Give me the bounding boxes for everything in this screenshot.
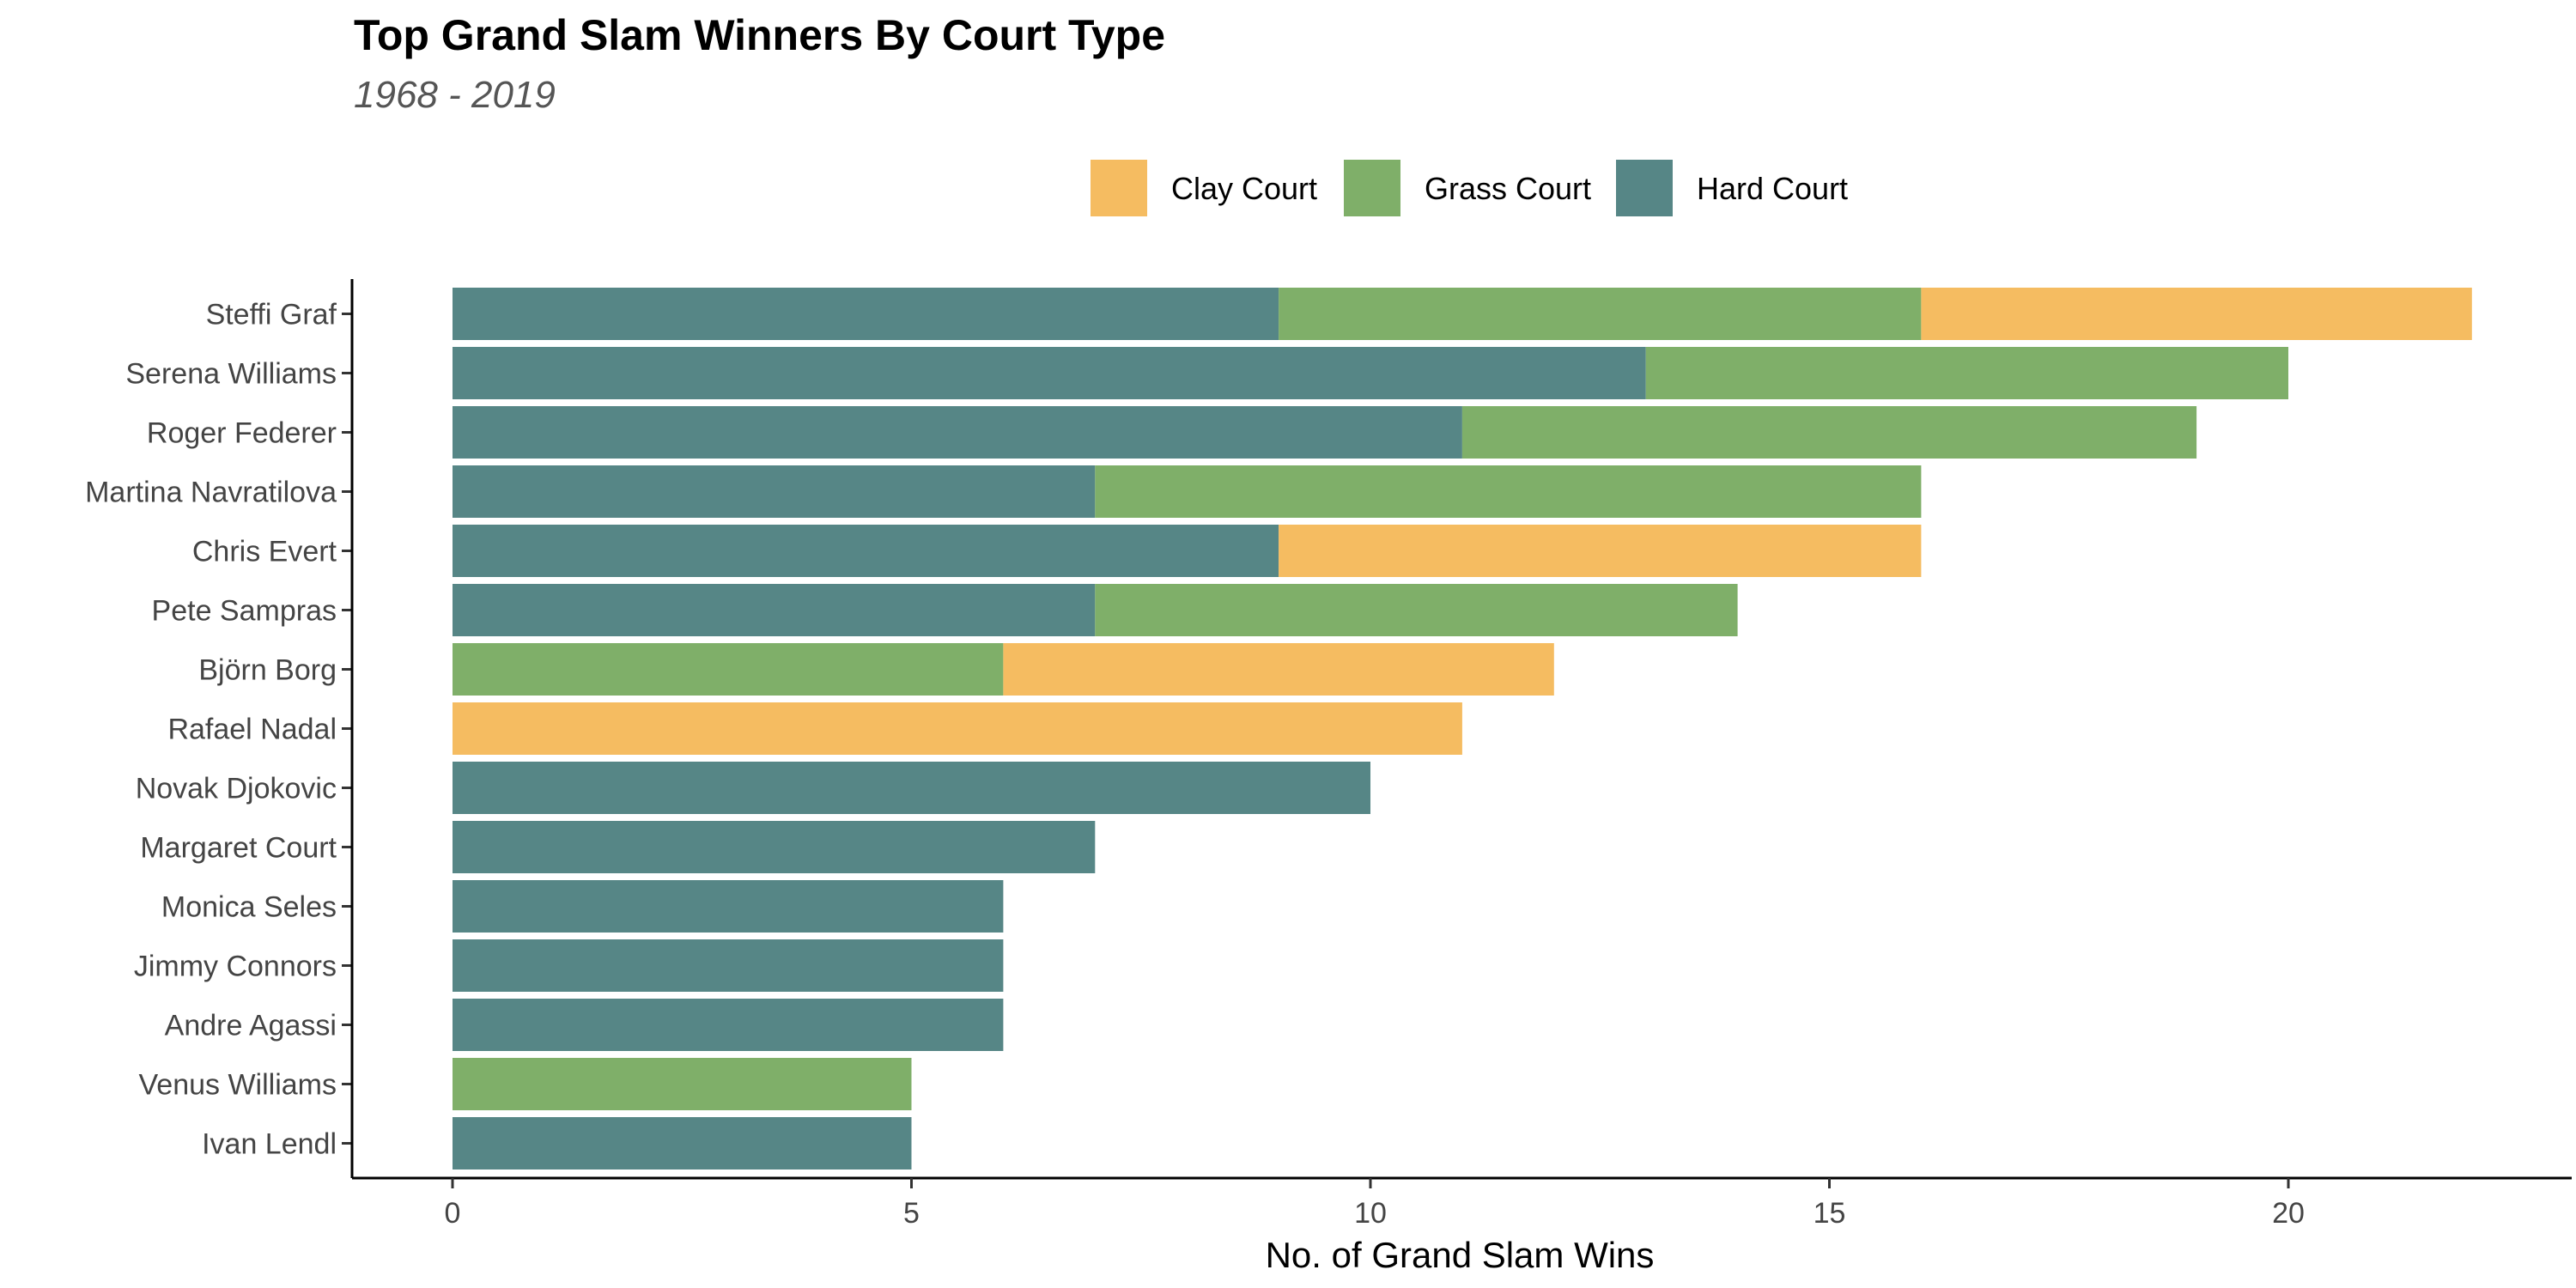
bar-hard-1 — [453, 347, 1646, 399]
bar-hard-8 — [453, 762, 1370, 814]
chart-subtitle: 1968 - 2019 — [354, 74, 556, 116]
y-tick-label: Serena Williams — [125, 358, 337, 391]
bar-grass-13 — [453, 1058, 912, 1110]
bar-grass-6 — [453, 643, 1004, 696]
x-axis: 0 5 10 15 20 — [352, 1176, 2572, 1230]
y-axis: Steffi Graf Serena Williams Roger Federer M… — [85, 279, 354, 1178]
x-tick-label: 10 — [1354, 1197, 1387, 1230]
y-tick-label: Novak Djokovic — [136, 773, 337, 805]
legend-label-grass: Grass Court — [1425, 171, 1591, 206]
bar-grass-0 — [1279, 288, 1922, 340]
bar-hard-5 — [453, 584, 1096, 636]
y-tick-label: Martina Navratilova — [85, 477, 337, 509]
x-tick-label: 5 — [903, 1197, 920, 1230]
x-tick-label: 20 — [2272, 1197, 2305, 1230]
y-tick-label: Steffi Graf — [206, 299, 337, 331]
bar-hard-4 — [453, 525, 1279, 577]
y-tick-label: Ivan Lendl — [202, 1128, 337, 1161]
bar-grass-3 — [1095, 465, 1922, 518]
legend-key-clay — [1091, 160, 1147, 216]
legend: Clay Court Grass Court Hard Court — [1091, 160, 1848, 216]
legend-label-clay: Clay Court — [1171, 171, 1317, 206]
bar-hard-9 — [453, 821, 1096, 873]
bar-hard-2 — [453, 406, 1462, 459]
bar-clay-7 — [453, 702, 1462, 755]
bar-clay-6 — [1003, 643, 1554, 696]
legend-label-hard: Hard Court — [1697, 171, 1848, 206]
bar-hard-3 — [453, 465, 1096, 518]
y-tick-label: Monica Seles — [161, 891, 337, 924]
y-tick-label: Roger Federer — [147, 417, 337, 450]
bar-hard-11 — [453, 939, 1004, 992]
bar-grass-5 — [1095, 584, 1738, 636]
bar-hard-0 — [453, 288, 1279, 340]
x-tick-label: 0 — [445, 1197, 461, 1230]
y-tick-label: Chris Evert — [192, 536, 337, 568]
bar-hard-12 — [453, 999, 1004, 1051]
y-tick-label: Andre Agassi — [165, 1010, 337, 1042]
bar-hard-14 — [453, 1117, 912, 1170]
bars — [453, 288, 2472, 1170]
y-tick-label: Pete Sampras — [152, 595, 337, 628]
bar-clay-0 — [1921, 288, 2472, 340]
legend-key-grass — [1344, 160, 1400, 216]
y-tick-label: Rafael Nadal — [167, 714, 337, 746]
legend-key-hard — [1616, 160, 1673, 216]
x-tick-label: 15 — [1814, 1197, 1846, 1230]
x-axis-title: No. of Grand Slam Wins — [1266, 1235, 1655, 1275]
bar-clay-4 — [1279, 525, 1922, 577]
y-tick-label: Venus Williams — [138, 1069, 337, 1102]
bar-grass-1 — [1645, 347, 2288, 399]
chart-title: Top Grand Slam Winners By Court Type — [354, 11, 1165, 59]
y-tick-label: Jimmy Connors — [134, 951, 337, 983]
bar-hard-10 — [453, 880, 1004, 933]
y-tick-label: Margaret Court — [140, 832, 337, 865]
bar-grass-2 — [1461, 406, 2197, 459]
y-tick-label: Björn Borg — [198, 654, 337, 687]
